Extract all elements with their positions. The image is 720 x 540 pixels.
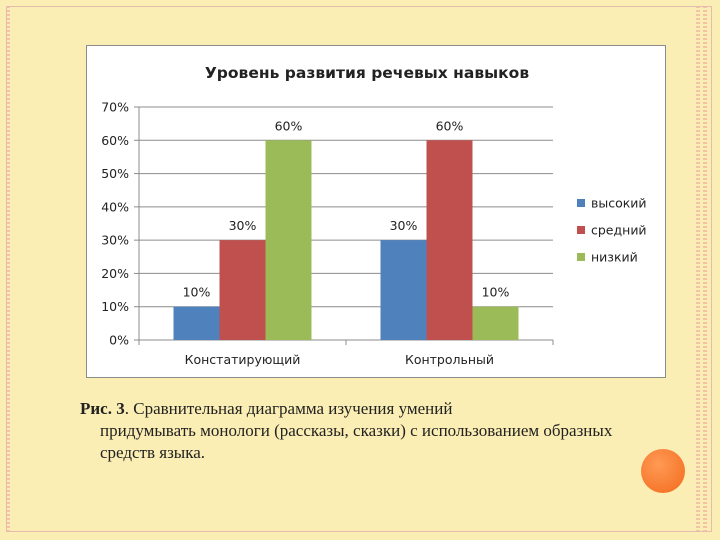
y-tick-label: 40% [101, 199, 129, 214]
caption-text-first: . Сравнительная диаграмма изучения умени… [124, 399, 453, 418]
data-label: 60% [436, 118, 464, 133]
y-tick-label: 70% [101, 100, 129, 115]
slide-frame [6, 6, 712, 532]
legend-label: высокий [591, 196, 647, 211]
x-tick-label: Констатирующий [185, 352, 301, 367]
bar-средний-0 [219, 240, 266, 340]
legend-label: низкий [591, 250, 638, 265]
y-tick-label: 20% [101, 266, 129, 281]
y-tick-label: 50% [101, 166, 129, 181]
chart-title: Уровень развития речевых навыков [204, 64, 530, 82]
chart: Уровень развития речевых навыков 0% 10% 20… [86, 45, 666, 378]
border-stripe-right-outer [703, 6, 707, 532]
border-stripe-left [6, 6, 10, 532]
decorative-circle [641, 449, 685, 493]
border-stripe-right [696, 6, 700, 532]
y-tick-label: 30% [101, 233, 129, 248]
legend-swatch-средний [577, 226, 585, 234]
caption-text-rest: придумывать монологи (рассказы, сказки) … [100, 421, 613, 462]
data-label: 60% [275, 118, 303, 133]
y-tick-label: 60% [101, 133, 129, 148]
legend-label: средний [591, 223, 647, 238]
bar-высокий-0 [173, 306, 220, 340]
x-tick-label: Контрольный [405, 352, 494, 367]
y-tick-label: 0% [109, 333, 129, 348]
y-tick-label: 10% [101, 299, 129, 314]
bar-низкий-0 [265, 140, 312, 340]
data-label: 30% [229, 218, 257, 233]
legend-swatch-низкий [577, 253, 585, 261]
legend-swatch-высокий [577, 199, 585, 207]
bar-низкий-1 [472, 306, 519, 340]
data-label: 10% [183, 285, 211, 300]
chart-plot: 0% 10% 20% 30% 40% 50% 60% 70% 10% 30% 60% Констати… [101, 100, 647, 368]
figure-caption: Рис. 3. Сравнительная диаграмма изучения… [80, 398, 620, 464]
bar-высокий-1 [380, 240, 427, 340]
data-label: 30% [390, 218, 418, 233]
data-label: 10% [482, 285, 510, 300]
figure-label: Рис. 3 [80, 399, 125, 418]
bar-средний-1 [426, 140, 473, 340]
